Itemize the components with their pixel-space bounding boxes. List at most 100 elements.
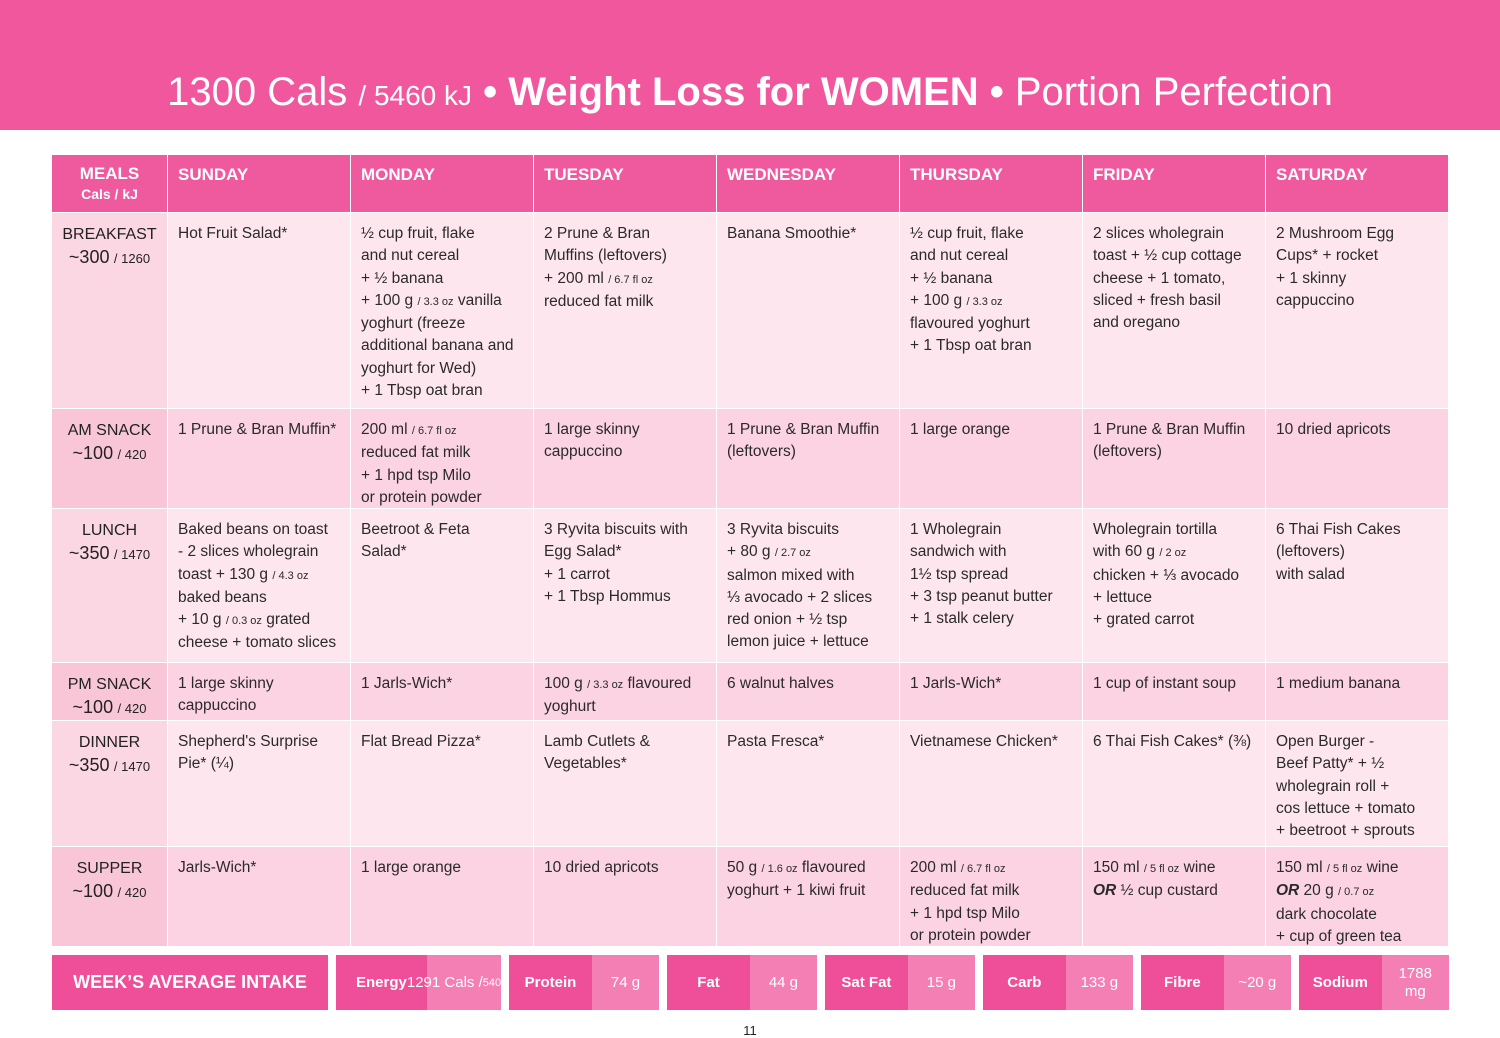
- text-run: Shepherd's Surprise Pie* (¼): [178, 733, 318, 773]
- menu-cell: 10 dried apricots: [1266, 409, 1448, 508]
- text-run: baked beans + 10 g: [178, 588, 267, 629]
- menu-cell: Wholegrain tortilla with 60 g / 2 oz chi…: [1083, 509, 1265, 662]
- summary-label: WEEK’S AVERAGE INTAKE: [52, 955, 328, 1010]
- text-run: Portion Perfection: [1014, 70, 1333, 114]
- unit-text: / 5 fl oz: [1326, 863, 1363, 875]
- nutrient-name: Protein: [509, 955, 592, 1010]
- text-run: dark chocolate + cup of green tea: [1276, 905, 1402, 945]
- menu-cell: 1 medium banana: [1266, 663, 1448, 720]
- menu-cell: 6 Thai Fish Cakes* (⅜): [1083, 721, 1265, 846]
- text-run: 150 ml: [1093, 859, 1144, 876]
- text-run: 1 medium banana: [1276, 675, 1401, 692]
- meal-energy: ~100 / 420: [54, 880, 165, 904]
- meal-table: MEALS Cals / kJ SUNDAY MONDAY TUESDAY WEDNESD…: [52, 155, 1449, 946]
- text-run: 1 Prune & Bran Muffin (leftovers): [727, 421, 880, 461]
- text-run: reduced fat milk + 1 hpd tsp Milo or pro…: [910, 882, 1031, 944]
- meal-name: DINNER: [78, 734, 141, 751]
- text-run: 10 dried apricots: [1276, 421, 1391, 438]
- meal-kj: / 420: [117, 701, 147, 716]
- text-run: reduced fat milk + 1 hpd tsp Milo or pro…: [361, 444, 482, 506]
- text-run: 2 Mushroom Egg Cups* + rocket + 1 skinny…: [1276, 225, 1395, 309]
- text-run: chicken + ⅓ avocado + lettuce + grated c…: [1093, 566, 1240, 629]
- header-band: [0, 0, 1500, 130]
- menu-cell: 2 Prune & Bran Muffins (leftovers) + 200…: [534, 213, 716, 408]
- menu-cell: Shepherd's Surprise Pie* (¼): [168, 721, 350, 846]
- meal-cals: ~100: [72, 697, 114, 717]
- page-number: 11: [743, 1023, 757, 1038]
- nutrient-name: Sodium: [1299, 955, 1382, 1010]
- units-heading: Cals / kJ: [81, 186, 138, 202]
- text-run: 15 g: [926, 973, 956, 991]
- text-run: ~20 g: [1238, 973, 1277, 991]
- title: 1300 Cals / 5460 kJ • Weight Loss for WO…: [0, 70, 1500, 115]
- menu-cell: 2 Mushroom Egg Cups* + rocket + 1 skinny…: [1266, 213, 1448, 408]
- text-run: 150 ml: [1276, 859, 1327, 876]
- text-run: 6 walnut halves: [727, 675, 834, 692]
- text-run: 200 ml: [361, 421, 412, 438]
- menu-cell: 1 Wholegrain sandwich with 1½ tsp spread…: [900, 509, 1082, 662]
- text-run: Lamb Cutlets & Vegetables*: [544, 733, 650, 773]
- nutrient-value: ~20 g: [1223, 955, 1292, 1010]
- menu-cell: 1 large skinny cappuccino: [534, 409, 716, 508]
- menu-cell: Baked beans on toast - 2 slices wholegra…: [168, 509, 350, 662]
- text-run: flavoured yoghurt + 1 Tbsp oat bran: [910, 315, 1032, 355]
- menu-cell: Vietnamese Chicken*: [900, 721, 1082, 846]
- menu-cell: 1 Jarls-Wich*: [351, 663, 533, 720]
- text-run: Open Burger - Beef Patty* + ½ wholegrain…: [1276, 733, 1416, 840]
- menu-cell: 3 Ryvita biscuits + 80 g / 2.7 oz salmon…: [717, 509, 899, 662]
- unit-text: / 5 fl oz: [1143, 863, 1180, 875]
- text-run: 10 dried apricots: [544, 859, 659, 876]
- text-run: 1291 Cals /: [406, 973, 483, 991]
- nutrient-value: 1788 mg: [1381, 955, 1449, 1010]
- menu-cell: 1 Jarls-Wich*: [900, 663, 1082, 720]
- text-run: 1 Prune & Bran Muffin (leftovers): [1093, 421, 1246, 461]
- nutrient: Fat 44 g: [667, 955, 818, 1010]
- unit-text: / 3.3 oz: [417, 295, 454, 308]
- nutrient-name: Fat: [667, 955, 750, 1010]
- menu-cell: 200 ml / 6.7 fl oz reduced fat milk + 1 …: [351, 409, 533, 508]
- day-heading: MONDAY: [351, 155, 533, 212]
- text-run: grated cheese + tomato slices: [178, 611, 337, 652]
- meal-name: SUPPER: [76, 860, 143, 877]
- nutrient-name: Energy: [336, 955, 427, 1010]
- emphasis-text: • Weight Loss for WOMEN •: [472, 70, 1015, 114]
- menu-cell: Flat Bread Pizza*: [351, 721, 533, 846]
- text-run: Wholegrain tortilla with 60 g: [1093, 521, 1218, 561]
- nutrient-value: 44 g: [749, 955, 818, 1010]
- nutrient: Protein 74 g: [509, 955, 660, 1010]
- intake-summary: WEEK’S AVERAGE INTAKE Energy 1291 Cals / 5…: [52, 955, 1449, 1010]
- unit-text: / 3.3 oz: [587, 679, 624, 691]
- nutrient-value: 15 g: [907, 955, 976, 1010]
- text-run: 1788 mg: [1398, 964, 1432, 1000]
- meal-cell: SUPPER ~100 / 420: [52, 847, 167, 946]
- meal-cals: ~350: [68, 543, 110, 563]
- menu-cell: 1 large orange: [351, 847, 533, 946]
- meal-name: BREAKFAST: [62, 226, 157, 243]
- emphasis-text: OR: [1276, 882, 1300, 900]
- meal-cell: AM SNACK ~100 / 420: [52, 409, 167, 508]
- menu-cell: Jarls-Wich*: [168, 847, 350, 946]
- text-run: 6 Thai Fish Cakes (leftovers) with salad: [1276, 521, 1401, 583]
- nutrient: Carb 133 g: [983, 955, 1134, 1010]
- text-run: Vietnamese Chicken*: [910, 733, 1058, 750]
- text-run: 133 g: [1080, 973, 1119, 991]
- meal-kj: / 1470: [113, 759, 151, 774]
- text-run: 100 g: [544, 675, 588, 692]
- day-heading: THURSDAY: [900, 155, 1082, 212]
- nutrient-value: 74 g: [591, 955, 660, 1010]
- unit-text: / 6.7 fl oz: [411, 425, 457, 437]
- menu-cell: 1 Prune & Bran Muffin (leftovers): [717, 409, 899, 508]
- menu-cell: 50 g / 1.6 oz flavoured yoghurt + 1 kiwi…: [717, 847, 899, 946]
- day-heading: WEDNESDAY: [717, 155, 899, 212]
- text-run: Banana Smoothie*: [727, 225, 857, 242]
- text-run: 20 g: [1299, 882, 1339, 900]
- text-run: Jarls-Wich*: [178, 859, 257, 876]
- text-run: Baked beans on toast - 2 slices wholegra…: [178, 521, 328, 583]
- meal-energy: ~100 / 420: [54, 442, 165, 466]
- text-run: 2 slices wholegrain toast + ½ cup cottag…: [1093, 225, 1242, 332]
- meal-energy: ~300 / 1260: [54, 246, 165, 270]
- text-run: Hot Fruit Salad*: [178, 225, 288, 242]
- menu-cell: 100 g / 3.3 oz flavoured yoghurt: [534, 663, 716, 720]
- text-run: wine: [1366, 859, 1399, 876]
- meal-name: AM SNACK: [67, 422, 152, 439]
